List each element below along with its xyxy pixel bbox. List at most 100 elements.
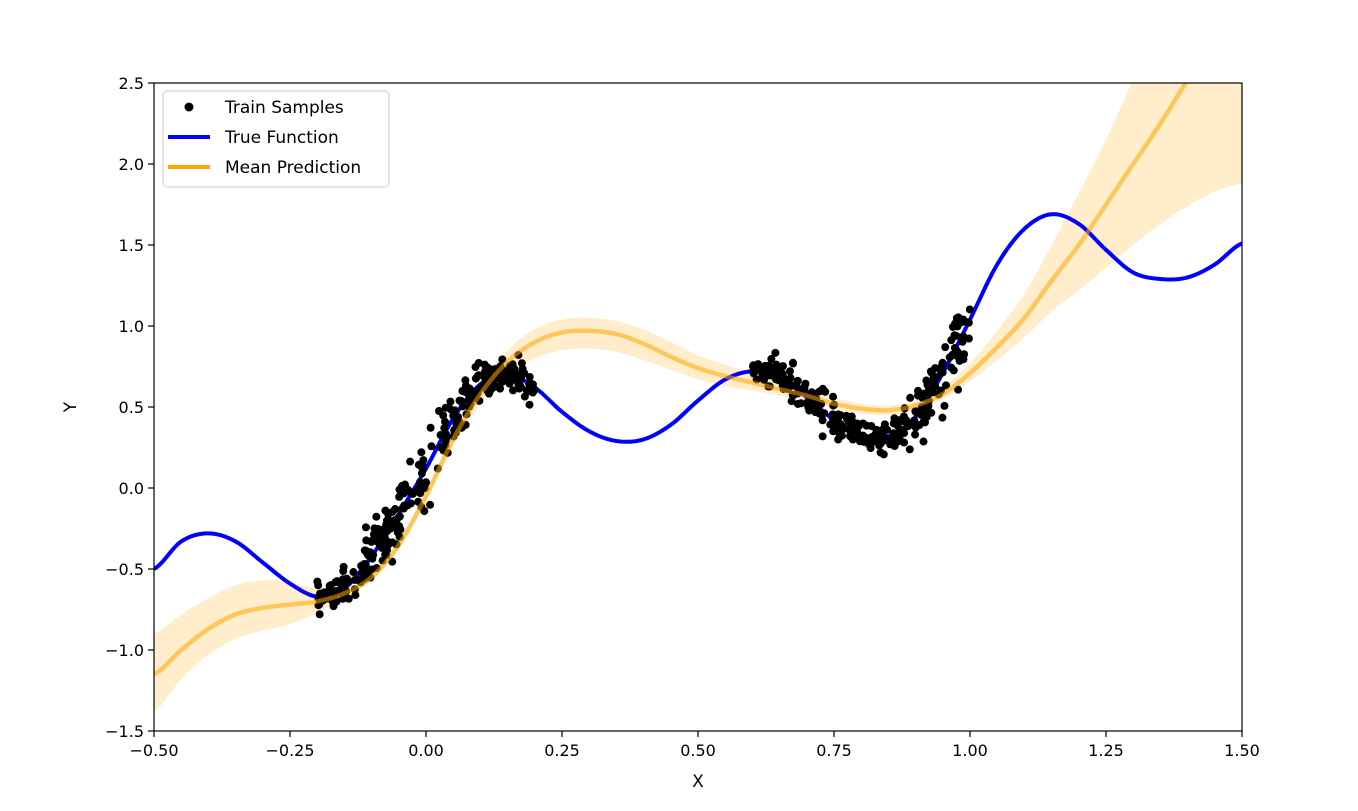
train-sample-point bbox=[772, 360, 781, 369]
train-sample-point bbox=[964, 334, 973, 343]
train-sample-point bbox=[525, 400, 534, 409]
train-sample-point bbox=[417, 448, 426, 457]
train-sample-point bbox=[436, 431, 445, 440]
train-sample-point bbox=[880, 420, 889, 429]
train-sample-point bbox=[339, 562, 348, 571]
train-sample-point bbox=[771, 348, 780, 357]
train-sample-point bbox=[361, 523, 370, 532]
train-sample-point bbox=[764, 361, 773, 370]
train-sample-point bbox=[842, 411, 851, 420]
train-sample-point bbox=[876, 438, 885, 447]
train-sample-point bbox=[788, 358, 797, 367]
train-sample-point bbox=[915, 390, 924, 399]
train-sample-point bbox=[528, 380, 537, 389]
train-sample-point bbox=[509, 386, 518, 395]
train-sample-point bbox=[516, 369, 525, 378]
train-sample-point bbox=[834, 435, 843, 444]
x-tick-label: −0.25 bbox=[265, 741, 314, 760]
train-sample-point bbox=[793, 399, 802, 408]
train-sample-point bbox=[411, 487, 420, 496]
train-sample-point bbox=[787, 397, 796, 406]
train-sample-point bbox=[497, 378, 506, 387]
train-sample-point bbox=[426, 500, 435, 509]
train-sample-point bbox=[830, 419, 839, 428]
train-sample-point bbox=[507, 376, 516, 385]
train-sample-point bbox=[927, 408, 936, 417]
train-sample-point bbox=[426, 423, 435, 432]
y-axis-ticks: −1.5 −1.0 −0.5 0.0 0.5 1.0 1.5 2.0 2.5 bbox=[105, 74, 154, 741]
train-sample-point bbox=[349, 568, 358, 577]
x-axis-ticks: −0.50 −0.25 0.00 0.25 0.50 0.75 1.00 1.25 1.50 bbox=[129, 731, 1260, 760]
x-tick-label: 0.00 bbox=[408, 741, 444, 760]
train-sample-point bbox=[446, 397, 455, 406]
train-sample-point bbox=[938, 358, 947, 367]
train-sample-point bbox=[937, 365, 946, 374]
train-sample-point bbox=[414, 460, 423, 469]
uncertainty-band bbox=[154, 83, 1242, 712]
train-sample-point bbox=[860, 437, 869, 446]
train-sample-point bbox=[867, 421, 876, 430]
train-sample-point bbox=[387, 517, 396, 526]
train-sample-point bbox=[871, 431, 880, 440]
train-sample-point bbox=[313, 577, 322, 586]
x-tick-label: 0.25 bbox=[544, 741, 580, 760]
x-tick-label: −0.50 bbox=[129, 741, 178, 760]
legend-box bbox=[162, 90, 390, 188]
train-sample-point bbox=[372, 512, 381, 521]
train-sample-point bbox=[505, 370, 514, 379]
train-sample-point bbox=[461, 376, 470, 385]
train-sample-point bbox=[471, 374, 480, 383]
x-tick-label: 1.25 bbox=[1088, 741, 1124, 760]
train-sample-point bbox=[484, 389, 493, 398]
train-sample-point bbox=[793, 376, 802, 385]
train-sample-point bbox=[498, 355, 507, 364]
train-sample-point bbox=[517, 383, 525, 392]
legend-label-mean-prediction: Mean Prediction bbox=[225, 158, 361, 178]
y-tick-label: 1.0 bbox=[119, 317, 144, 336]
train-sample-point bbox=[329, 602, 338, 611]
train-sample-point bbox=[427, 442, 436, 451]
x-tick-label: 0.50 bbox=[680, 741, 716, 760]
train-sample-point bbox=[957, 333, 966, 342]
train-sample-point bbox=[815, 387, 824, 396]
mean-prediction-line bbox=[154, 83, 1189, 677]
train-sample-point bbox=[440, 424, 449, 433]
train-sample-point bbox=[919, 437, 928, 446]
legend-label-train-samples: Train Samples bbox=[224, 98, 344, 118]
train-sample-point bbox=[890, 442, 899, 451]
train-sample-point bbox=[854, 421, 863, 430]
train-sample-point bbox=[401, 481, 410, 490]
train-sample-point bbox=[361, 560, 370, 569]
train-sample-point bbox=[928, 380, 937, 389]
train-sample-point bbox=[848, 435, 857, 444]
train-sample-point bbox=[941, 343, 950, 352]
train-sample-point bbox=[422, 478, 431, 487]
y-tick-label: 2.0 bbox=[119, 155, 144, 174]
train-sample-point bbox=[456, 396, 465, 405]
train-sample-point bbox=[820, 409, 829, 418]
train-sample-point bbox=[950, 343, 959, 352]
plot-content bbox=[154, 83, 1242, 712]
train-sample-point bbox=[838, 421, 847, 430]
train-sample-point bbox=[362, 536, 371, 545]
train-sample-point bbox=[387, 524, 396, 533]
x-tick-label: 1.50 bbox=[1224, 741, 1260, 760]
train-sample-point bbox=[906, 393, 915, 402]
train-sample-point bbox=[377, 543, 386, 552]
train-sample-point bbox=[436, 443, 445, 452]
y-tick-label: 2.5 bbox=[119, 74, 144, 93]
train-sample-point bbox=[954, 385, 963, 394]
train-sample-point bbox=[450, 406, 459, 415]
train-sample-point bbox=[517, 359, 526, 368]
train-sample-point bbox=[315, 610, 324, 619]
y-tick-label: −0.5 bbox=[105, 560, 144, 579]
train-sample-point bbox=[965, 305, 974, 314]
y-tick-label: 0.0 bbox=[119, 479, 144, 498]
train-sample-point bbox=[911, 407, 920, 416]
train-sample-point bbox=[844, 424, 853, 433]
train-sample-point bbox=[338, 578, 347, 587]
train-sample-point bbox=[768, 371, 777, 380]
train-sample-point bbox=[876, 448, 885, 457]
train-sample-point bbox=[508, 360, 517, 369]
train-sample-point bbox=[749, 369, 758, 378]
